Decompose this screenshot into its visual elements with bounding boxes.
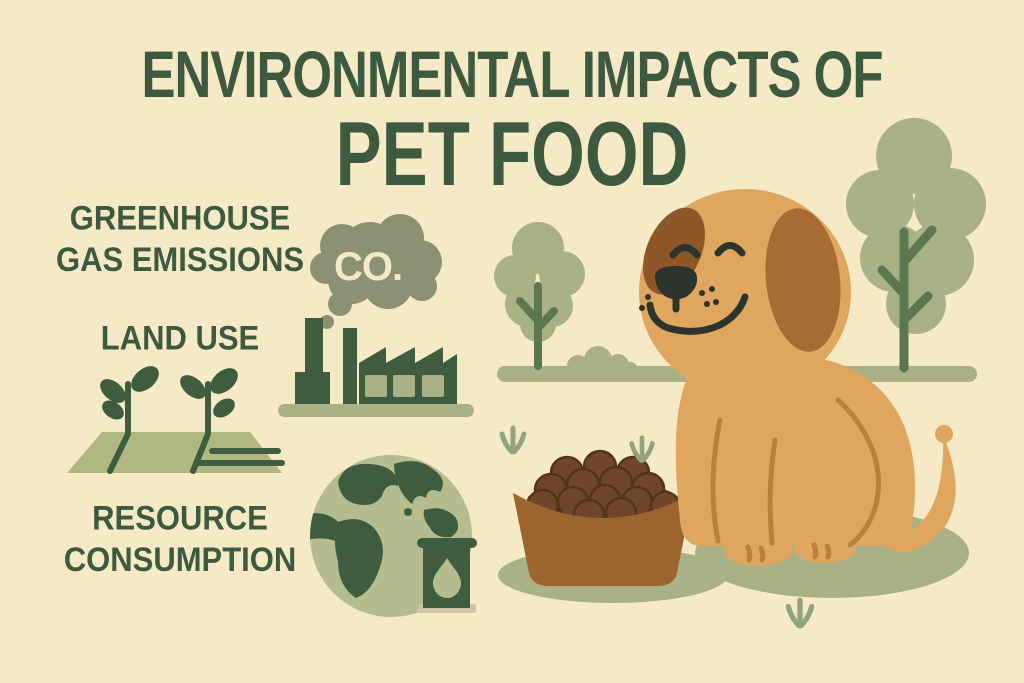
- dog-ear-right: [765, 208, 841, 352]
- sprout-plant-right: [180, 368, 238, 435]
- title-line-1: ENVIRONMENTAL IMPACTS OF: [141, 37, 884, 112]
- label-greenhouse-line1: GREENHOUSE: [69, 198, 291, 238]
- food-bowl-icon: [513, 449, 693, 586]
- sprout-plant-left: [100, 366, 159, 435]
- dog-tail: [880, 425, 956, 553]
- dog-front-paw: [724, 536, 792, 566]
- label-resource-consumption: RESOURCE CONSUMPTION: [30, 497, 330, 580]
- grass-sprig-icon: [785, 597, 815, 629]
- dog-nose: [655, 266, 698, 300]
- co2-label: CO.: [334, 245, 402, 289]
- water-barrel-icon: [417, 538, 477, 613]
- water-drop-icon: [433, 558, 461, 598]
- label-greenhouse-gas-emissions: GREENHOUSE GAS EMISSIONS: [30, 197, 330, 280]
- dog-mouth: [646, 293, 749, 335]
- dog-body: [675, 357, 916, 546]
- title-line-2: PET FOOD: [335, 103, 689, 205]
- label-resource-line1: RESOURCE: [92, 498, 268, 538]
- dog-body-lines: [710, 397, 881, 563]
- tree-right-icon: [846, 118, 986, 373]
- grass-sprig-icon: [629, 435, 655, 463]
- dog-closed-eyes: [669, 242, 746, 259]
- factory-icon: [278, 318, 474, 417]
- label-resource-line2: CONSUMPTION: [63, 539, 297, 579]
- co2-cloud-icon: CO.: [310, 214, 442, 329]
- dog-back-paw: [794, 535, 856, 563]
- label-land-use: LAND USE: [100, 318, 260, 358]
- label-greenhouse-line2: GAS EMISSIONS: [55, 239, 305, 279]
- factory-ground: [278, 404, 474, 417]
- dog-freckles: [639, 286, 719, 318]
- dog-illustration: [639, 189, 956, 566]
- crops-field-icon: [67, 366, 285, 474]
- tree-left-icon: [494, 222, 585, 370]
- grass-sprig-icon: [499, 425, 527, 455]
